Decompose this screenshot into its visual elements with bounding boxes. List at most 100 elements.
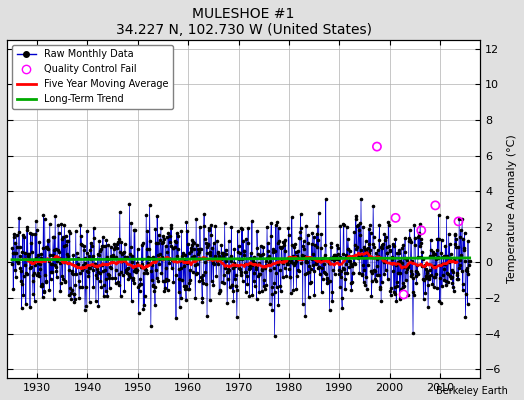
Point: [174, 289, 183, 296]
Point: [11, 240, 19, 246]
Point: [390, 283, 399, 290]
Point: [71, 296, 79, 302]
Point: [402, 269, 410, 275]
Point: [254, 272, 263, 279]
Point: [311, 261, 320, 268]
Point: [72, 262, 81, 268]
Point: [450, 256, 458, 263]
Point: [221, 264, 230, 271]
Point: [41, 244, 50, 250]
Point: [178, 252, 187, 259]
Point: [146, 238, 154, 244]
Point: [278, 260, 287, 266]
Point: [421, 262, 429, 268]
Point: [381, 237, 389, 243]
Point: [66, 230, 74, 237]
Point: [69, 270, 77, 277]
Point: [358, 272, 366, 278]
Point: [401, 234, 409, 241]
Point: [433, 285, 441, 291]
Point: [102, 237, 111, 243]
Point: [419, 276, 427, 282]
Point: [271, 222, 280, 228]
Point: [365, 226, 373, 232]
Point: [53, 274, 61, 280]
Point: [293, 255, 302, 261]
Point: [151, 302, 159, 308]
Point: [371, 268, 379, 274]
Point: [297, 211, 305, 217]
Point: [313, 236, 322, 243]
Point: [93, 251, 102, 257]
Point: [101, 267, 109, 274]
Point: [29, 272, 38, 278]
Point: [289, 287, 298, 293]
Point: [18, 281, 26, 288]
Point: [309, 261, 317, 268]
Point: [135, 282, 143, 288]
Point: [303, 270, 311, 276]
Point: [148, 254, 157, 260]
Point: [398, 260, 406, 266]
Point: [209, 245, 217, 252]
Point: [115, 235, 124, 242]
Point: [312, 260, 320, 266]
Point: [156, 251, 164, 257]
Point: [315, 263, 323, 270]
Point: [381, 267, 390, 273]
Point: [370, 267, 379, 273]
Point: [414, 234, 422, 240]
Point: [97, 262, 106, 268]
Point: [287, 290, 295, 297]
Point: [118, 258, 126, 265]
Point: [80, 243, 89, 249]
Point: [464, 238, 472, 244]
Point: [167, 221, 176, 228]
Point: [158, 240, 166, 246]
Point: [322, 196, 330, 202]
Point: [120, 288, 128, 294]
Point: [139, 306, 147, 312]
Point: [364, 262, 373, 268]
Point: [242, 236, 250, 242]
Point: [156, 236, 165, 243]
Point: [236, 266, 244, 272]
Point: [175, 266, 183, 272]
Point: [294, 248, 302, 254]
Point: [137, 264, 145, 270]
Point: [310, 292, 319, 298]
Point: [245, 293, 254, 300]
Point: [114, 239, 122, 245]
Point: [237, 269, 245, 275]
Point: [262, 282, 270, 289]
Point: [356, 232, 364, 238]
Point: [145, 202, 154, 208]
Point: [86, 265, 94, 272]
Point: [92, 272, 101, 278]
Point: [81, 307, 89, 314]
Point: [400, 248, 409, 255]
Point: [140, 292, 149, 299]
Point: [52, 268, 61, 274]
Point: [152, 275, 161, 282]
Point: [225, 284, 234, 290]
Point: [293, 273, 301, 280]
Point: [21, 250, 29, 256]
Point: [333, 245, 342, 251]
Point: [350, 260, 358, 266]
Point: [51, 262, 59, 268]
Point: [22, 270, 30, 277]
Point: [61, 278, 69, 284]
Point: [430, 274, 439, 280]
Point: [220, 280, 228, 286]
Point: [238, 226, 246, 232]
Point: [27, 249, 36, 255]
Point: [199, 280, 208, 286]
Point: [292, 286, 301, 292]
Point: [74, 278, 83, 284]
Point: [335, 266, 343, 273]
Point: [9, 285, 17, 292]
Point: [319, 276, 327, 282]
Point: [139, 240, 147, 246]
Point: [280, 242, 288, 249]
